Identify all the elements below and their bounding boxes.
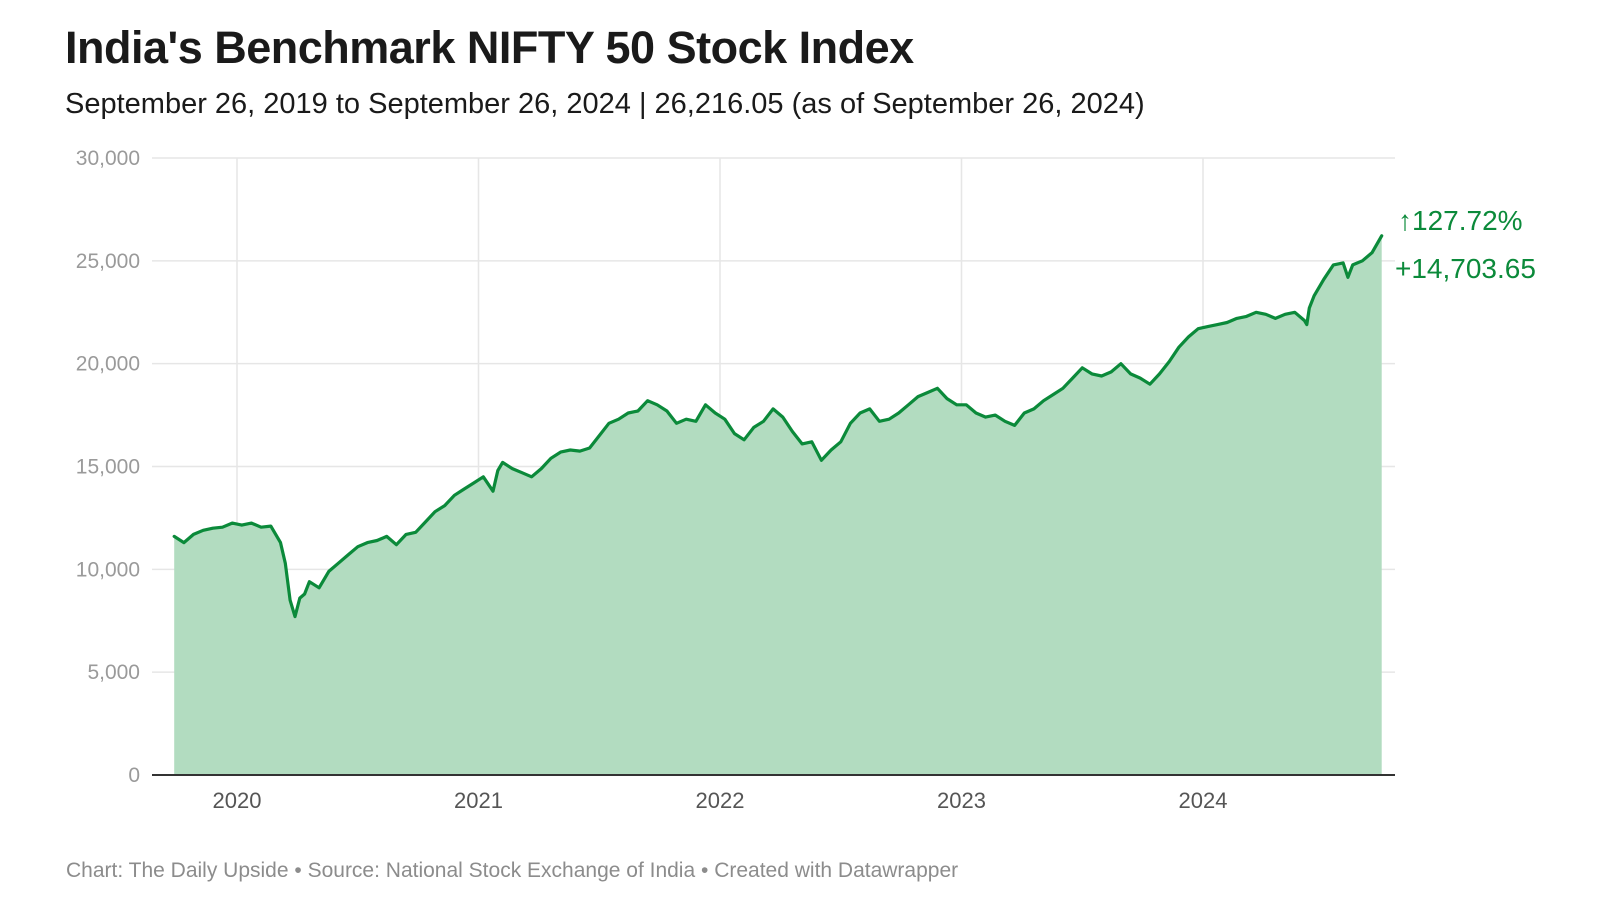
- footer-chart-credit: Chart: The Daily Upside: [66, 859, 289, 882]
- x-tick-label: 2020: [213, 788, 262, 813]
- footer-source: Source: National Stock Exchange of India: [307, 859, 696, 882]
- y-tick-label: 30,000: [76, 147, 140, 170]
- annotation-percent-change: ↑127.72%: [1398, 205, 1523, 236]
- y-tick-label: 5,000: [87, 661, 140, 684]
- chart-footer: Chart: The Daily Upside • Source: Nation…: [66, 859, 958, 883]
- area-fill: [174, 235, 1382, 776]
- y-tick-label: 25,000: [76, 250, 140, 273]
- series-line-nifty-50: [172, 234, 1384, 619]
- x-tick-label: 2021: [454, 788, 503, 813]
- chart-title: India's Benchmark NIFTY 50 Stock Index: [65, 22, 914, 73]
- footer-tool: Created with Datawrapper: [714, 859, 959, 882]
- chart-subtitle: September 26, 2019 to September 26, 2024…: [65, 88, 1145, 120]
- footer-separator-1: •: [288, 859, 308, 882]
- x-tick-label: 2022: [696, 788, 745, 813]
- y-axis-ticks: 0 5,000 10,000 15,000 20,000 25,000 30,000: [76, 147, 140, 787]
- y-tick-label: 0: [128, 764, 140, 787]
- x-tick-label: 2023: [937, 788, 986, 813]
- y-tick-label: 10,000: [76, 558, 140, 581]
- y-tick-label: 15,000: [76, 456, 140, 479]
- footer-separator-2: •: [695, 859, 715, 882]
- y-tick-label: 20,000: [76, 353, 140, 376]
- x-tick-label: 2024: [1179, 788, 1228, 813]
- annotation-point-change: +14,703.65: [1395, 253, 1536, 284]
- x-axis-ticks: 2020 2021 2022 2023 2024: [213, 788, 1228, 813]
